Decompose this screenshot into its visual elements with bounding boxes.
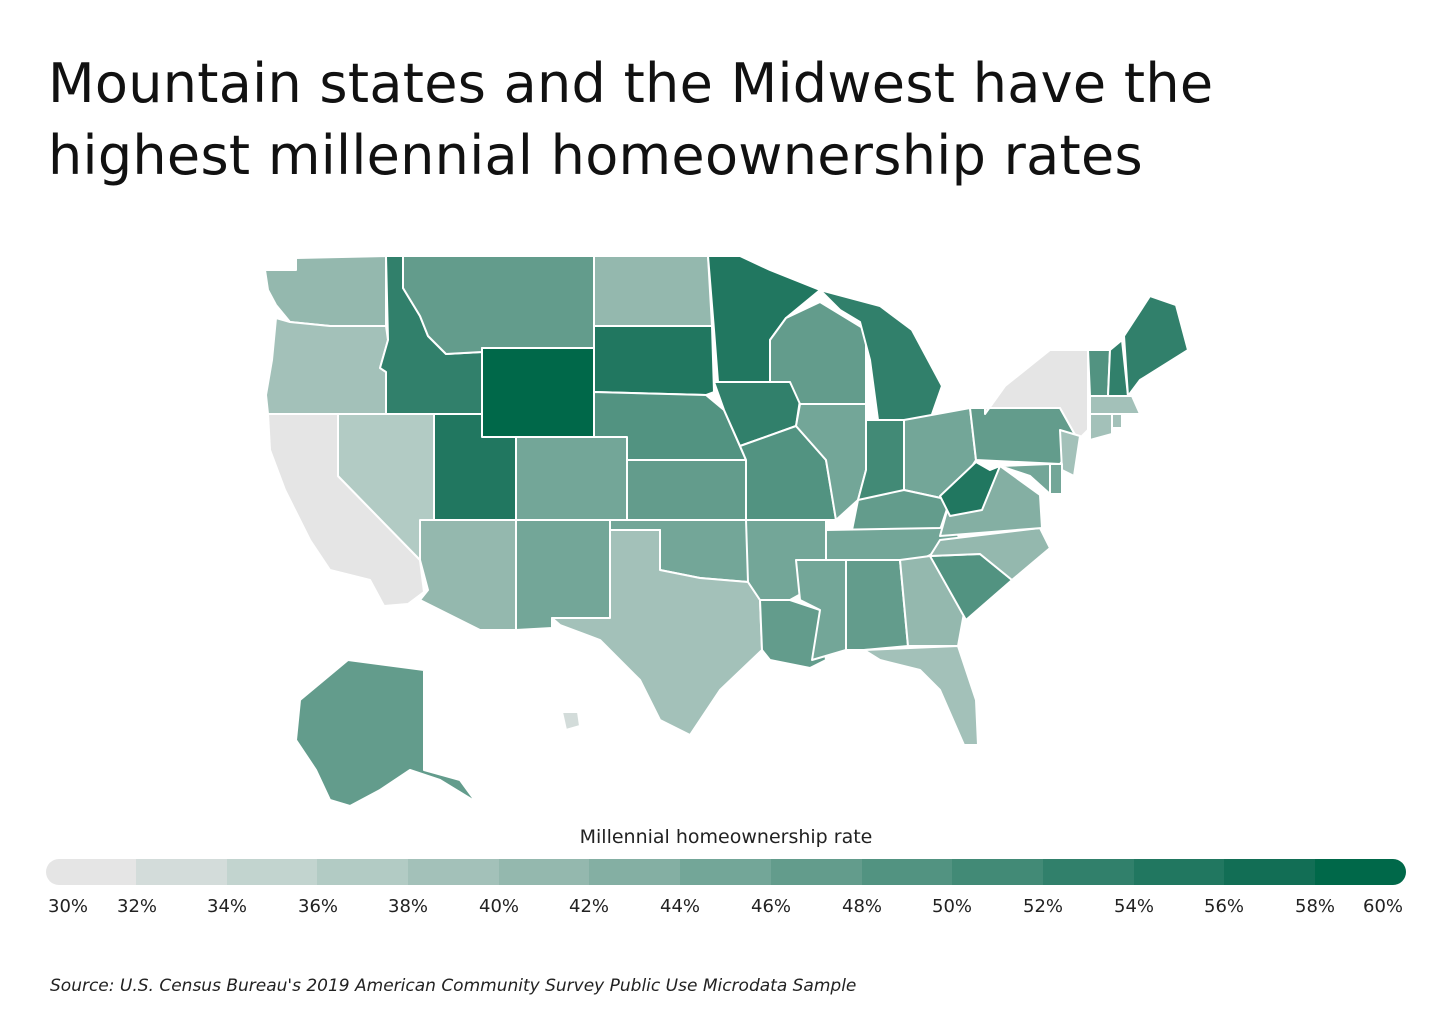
state-il xyxy=(795,403,867,521)
legend-tick-label: 50% xyxy=(931,896,973,917)
legend-swatch xyxy=(408,859,499,885)
legend-tick-label: 46% xyxy=(750,896,792,917)
legend-swatch xyxy=(1224,859,1315,885)
state-me xyxy=(1123,295,1189,397)
state-wa xyxy=(264,255,387,327)
legend-swatch xyxy=(1133,859,1225,885)
state-ma xyxy=(1089,395,1141,415)
legend-tick-label: 54% xyxy=(1113,896,1155,917)
state-or xyxy=(265,317,389,415)
us-choropleth-map xyxy=(264,255,1189,807)
legend-color-bar xyxy=(46,859,1406,885)
legend-swatch xyxy=(861,859,953,885)
legend-swatch xyxy=(680,859,771,885)
state-hi xyxy=(561,711,581,731)
state-ak xyxy=(295,659,477,807)
legend-tick-label: 30% xyxy=(47,896,89,917)
legend-tick-label: 36% xyxy=(297,896,339,917)
state-nm xyxy=(515,519,611,631)
state-fl xyxy=(863,645,979,746)
state-ri xyxy=(1111,413,1123,429)
legend-swatch xyxy=(952,859,1043,885)
legend-title: Millennial homeownership rate xyxy=(579,826,873,848)
state-nd xyxy=(593,255,713,327)
legend-swatch xyxy=(226,859,318,885)
legend-tick-label: 44% xyxy=(659,896,701,917)
legend-swatch xyxy=(136,859,227,885)
legend-tick-label: 32% xyxy=(116,896,158,917)
state-vt xyxy=(1087,349,1111,397)
state-md xyxy=(999,463,1051,495)
legend-tick-label: 34% xyxy=(206,896,248,917)
legend-swatch xyxy=(317,859,409,885)
legend-swatch xyxy=(770,859,862,885)
legend-tick-label: 38% xyxy=(387,896,429,917)
legend-tick-label: 42% xyxy=(568,896,610,917)
state-sd xyxy=(593,325,715,396)
legend-swatch xyxy=(46,859,136,885)
source-note: Source: U.S. Census Bureau's 2019 Americ… xyxy=(50,976,857,996)
state-ks xyxy=(626,459,749,521)
legend-tick-label: 58% xyxy=(1294,896,1336,917)
state-wy xyxy=(481,347,595,438)
state-nj xyxy=(1059,429,1081,477)
legend-swatch xyxy=(1042,859,1134,885)
state-de xyxy=(1049,463,1063,495)
legend-tick-label: 52% xyxy=(1022,896,1064,917)
legend-tick-label: 48% xyxy=(841,896,883,917)
legend-tick-label: 40% xyxy=(478,896,520,917)
chart-title: Mountain states and the Midwest have the… xyxy=(48,52,1214,187)
state-ny xyxy=(984,349,1089,441)
legend-tick-label: 60% xyxy=(1362,896,1404,917)
legend-tick-label: 56% xyxy=(1203,896,1245,917)
state-la xyxy=(759,599,827,669)
state-ga xyxy=(899,555,967,647)
state-mt xyxy=(402,255,595,355)
legend-swatch xyxy=(498,859,590,885)
state-co xyxy=(515,436,628,521)
state-al xyxy=(845,559,909,651)
legend-swatch xyxy=(1314,859,1406,885)
legend-swatch xyxy=(589,859,681,885)
state-ct xyxy=(1089,413,1113,441)
state-az xyxy=(419,519,517,631)
